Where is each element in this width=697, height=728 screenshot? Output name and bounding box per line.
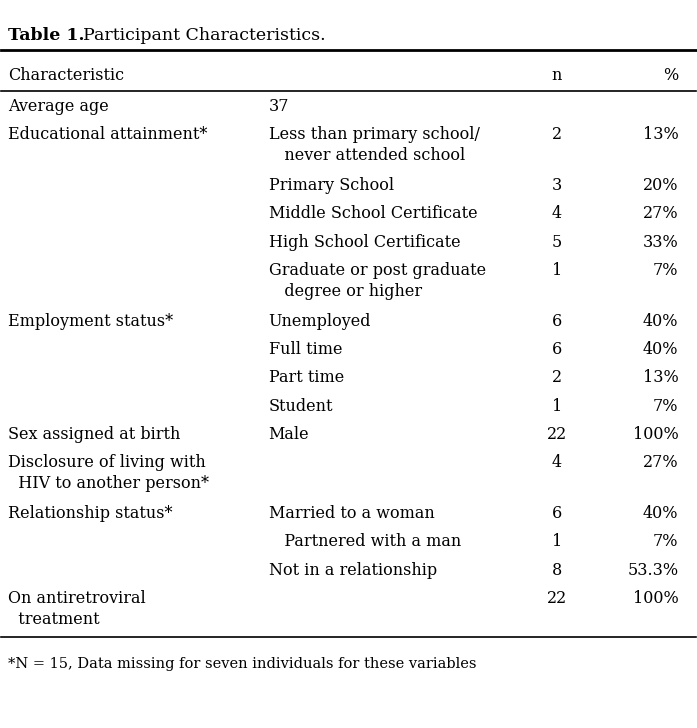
Text: Disclosure of living with
  HIV to another person*: Disclosure of living with HIV to another… <box>8 454 209 492</box>
Text: 8: 8 <box>551 562 562 579</box>
Text: 13%: 13% <box>643 126 678 143</box>
Text: Average age: Average age <box>8 98 109 115</box>
Text: Graduate or post graduate
   degree or higher: Graduate or post graduate degree or high… <box>268 262 486 300</box>
Text: Relationship status*: Relationship status* <box>8 505 173 522</box>
Text: 40%: 40% <box>643 341 678 358</box>
Text: n: n <box>551 67 562 84</box>
Text: Partnered with a man: Partnered with a man <box>268 534 461 550</box>
Text: 1: 1 <box>551 397 562 415</box>
Text: 7%: 7% <box>653 262 678 279</box>
Text: Unemployed: Unemployed <box>268 313 372 330</box>
Text: 4: 4 <box>552 205 562 222</box>
Text: 40%: 40% <box>643 505 678 522</box>
Text: 7%: 7% <box>653 534 678 550</box>
Text: 53.3%: 53.3% <box>627 562 678 579</box>
Text: 3: 3 <box>551 177 562 194</box>
Text: Employment status*: Employment status* <box>8 313 174 330</box>
Text: 22: 22 <box>546 590 567 607</box>
Text: Sex assigned at birth: Sex assigned at birth <box>8 426 181 443</box>
Text: 7%: 7% <box>653 397 678 415</box>
Text: Primary School: Primary School <box>268 177 394 194</box>
Text: 5: 5 <box>551 234 562 250</box>
Text: Participant Characteristics.: Participant Characteristics. <box>72 27 325 44</box>
Text: 2: 2 <box>552 126 562 143</box>
Text: 100%: 100% <box>632 590 678 607</box>
Text: Married to a woman: Married to a woman <box>268 505 434 522</box>
Text: Educational attainment*: Educational attainment* <box>8 126 208 143</box>
Text: Table 1.: Table 1. <box>8 27 85 44</box>
Text: 27%: 27% <box>643 454 678 471</box>
Text: *N = 15, Data missing for seven individuals for these variables: *N = 15, Data missing for seven individu… <box>8 657 477 670</box>
Text: %: % <box>663 67 678 84</box>
Text: 2: 2 <box>552 369 562 387</box>
Text: Middle School Certificate: Middle School Certificate <box>268 205 477 222</box>
Text: Student: Student <box>268 397 333 415</box>
Text: 100%: 100% <box>632 426 678 443</box>
Text: 1: 1 <box>551 262 562 279</box>
Text: Male: Male <box>268 426 309 443</box>
Text: Less than primary school/
   never attended school: Less than primary school/ never attended… <box>268 126 480 164</box>
Text: 33%: 33% <box>643 234 678 250</box>
Text: 22: 22 <box>546 426 567 443</box>
Text: 20%: 20% <box>643 177 678 194</box>
Text: 4: 4 <box>552 454 562 471</box>
Text: 6: 6 <box>551 341 562 358</box>
Text: On antiretroviral
  treatment: On antiretroviral treatment <box>8 590 146 628</box>
Text: 27%: 27% <box>643 205 678 222</box>
Text: 37: 37 <box>268 98 289 115</box>
Text: Full time: Full time <box>268 341 342 358</box>
Text: High School Certificate: High School Certificate <box>268 234 460 250</box>
Text: 6: 6 <box>551 505 562 522</box>
Text: 1: 1 <box>551 534 562 550</box>
Text: Characteristic: Characteristic <box>8 67 125 84</box>
Text: 6: 6 <box>551 313 562 330</box>
Text: Not in a relationship: Not in a relationship <box>268 562 437 579</box>
Text: 40%: 40% <box>643 313 678 330</box>
Text: Part time: Part time <box>268 369 344 387</box>
Text: 13%: 13% <box>643 369 678 387</box>
